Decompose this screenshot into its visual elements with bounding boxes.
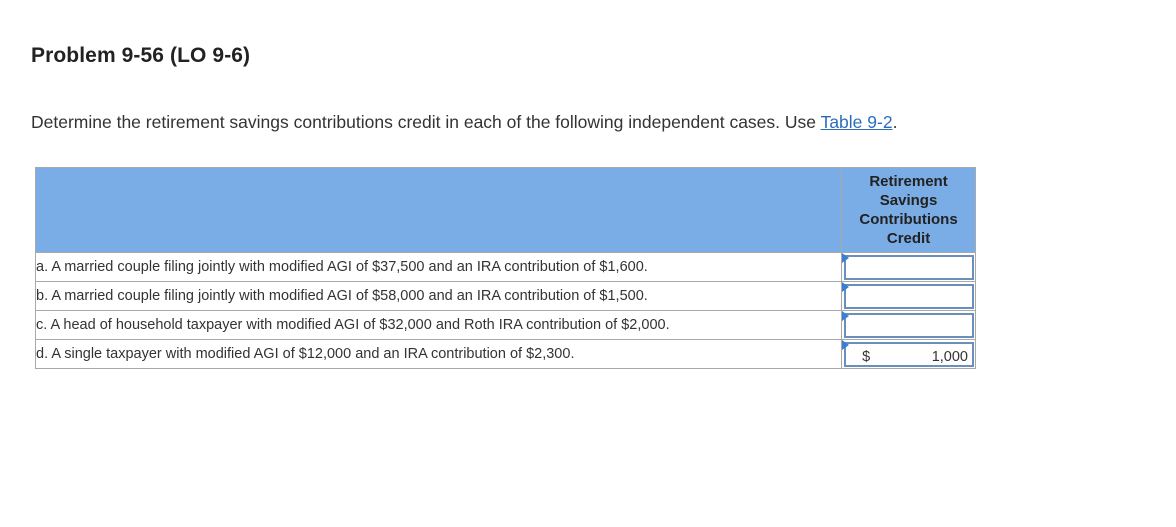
row-a-answer-cell — [841, 252, 976, 282]
problem-title: Problem 9-56 (LO 9-6) — [31, 44, 251, 67]
problem-instructions: Determine the retirement savings contrib… — [31, 112, 897, 133]
instruction-text: Determine the retirement savings contrib… — [31, 112, 821, 132]
row-c-answer-cell — [841, 310, 976, 340]
row-d-currency-symbol: $ — [862, 349, 871, 365]
row-d-answer-value: 1,000 — [931, 349, 968, 365]
table-row: b. A married couple filing jointly with … — [34, 281, 976, 311]
row-d-marker-icon — [842, 340, 850, 350]
row-d-answer-cell: $ 1,000 — [841, 339, 976, 369]
header-credit-label: Retirement Savings Contributions Credit — [859, 173, 958, 247]
answer-table: Retirement Savings Contributions Credit … — [34, 167, 976, 369]
row-a-description: a. A married couple filing jointly with … — [34, 252, 843, 282]
table-row: a. A married couple filing jointly with … — [34, 252, 976, 282]
row-a-marker-icon — [842, 253, 850, 263]
table-row: d. A single taxpayer with modified AGI o… — [34, 339, 976, 369]
row-d-answer-input[interactable]: $ 1,000 — [844, 342, 974, 367]
row-b-answer-input[interactable] — [844, 284, 974, 309]
table-row: c. A head of household taxpayer with mod… — [34, 310, 976, 340]
header-blank-cell — [34, 167, 843, 253]
row-c-description: c. A head of household taxpayer with mod… — [34, 310, 843, 340]
table-9-2-link[interactable]: Table 9-2 — [820, 112, 893, 132]
instruction-end: . — [892, 112, 898, 132]
row-d-description: d. A single taxpayer with modified AGI o… — [34, 339, 843, 369]
row-c-marker-icon — [842, 311, 850, 321]
table-header-row: Retirement Savings Contributions Credit — [34, 167, 976, 253]
row-b-answer-cell — [841, 281, 976, 311]
header-credit-column: Retirement Savings Contributions Credit — [841, 167, 976, 253]
row-b-marker-icon — [842, 282, 850, 292]
row-a-answer-input[interactable] — [844, 255, 974, 280]
row-c-answer-input[interactable] — [844, 313, 974, 338]
row-b-description: b. A married couple filing jointly with … — [34, 281, 843, 311]
